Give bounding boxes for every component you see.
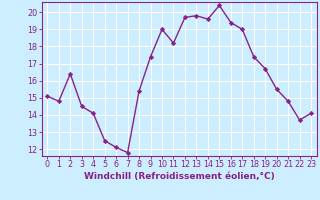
X-axis label: Windchill (Refroidissement éolien,°C): Windchill (Refroidissement éolien,°C) (84, 172, 275, 181)
